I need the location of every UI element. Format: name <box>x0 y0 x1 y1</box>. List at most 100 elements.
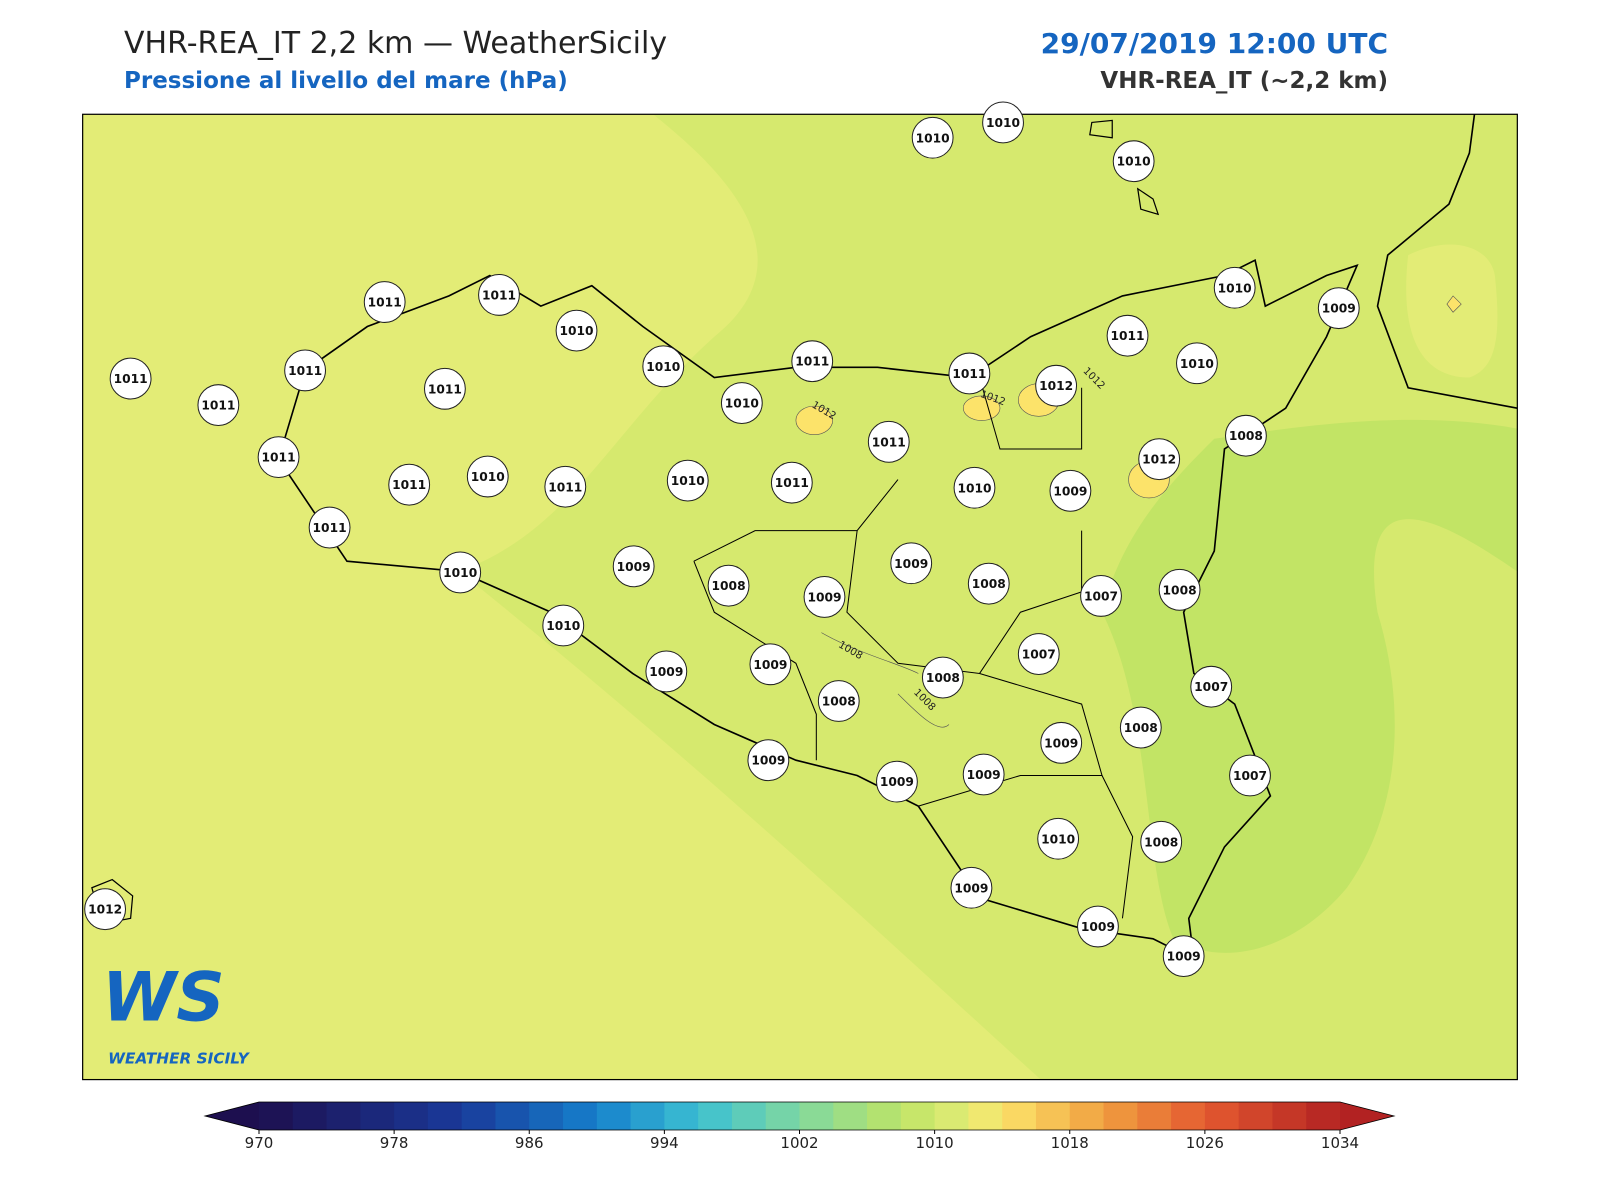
station-marker <box>791 340 834 383</box>
station-value: 1007 <box>1194 680 1228 694</box>
station-value: 1008 <box>1144 835 1178 849</box>
station-value: 1009 <box>1322 302 1356 316</box>
station-marker <box>1229 754 1271 797</box>
station-marker <box>867 420 910 463</box>
station-value: 1008 <box>1124 721 1158 735</box>
station-marker <box>803 576 846 618</box>
station-value: 1010 <box>646 360 680 374</box>
station-marker <box>1106 314 1149 357</box>
station-value: 1009 <box>617 560 651 574</box>
station-value: 1010 <box>1218 281 1252 295</box>
contour-high <box>795 405 833 435</box>
station-value: 1007 <box>1233 769 1267 783</box>
station-value: 1007 <box>1084 589 1118 603</box>
station-marker <box>439 551 482 594</box>
colorbar-bin <box>1238 1102 1273 1130</box>
colorbar-bin <box>292 1102 328 1130</box>
station-marker <box>1190 665 1233 708</box>
station-value: 1010 <box>671 474 705 488</box>
station-marker <box>911 116 954 159</box>
colorbar: 970 978 986 994 1002 1010 1018 1026 1034 <box>203 1101 1396 1152</box>
station-value: 1009 <box>649 665 683 679</box>
colorbar-bin <box>1035 1102 1071 1130</box>
station-marker <box>612 545 655 588</box>
subtitle: Pressione al livello del mare (hPa) <box>124 68 568 94</box>
station-value: 1011 <box>262 451 296 465</box>
station-value: 1011 <box>795 355 829 369</box>
colorbar-bin <box>1137 1102 1172 1130</box>
station-marker <box>720 382 763 424</box>
station-value: 1008 <box>1163 583 1197 597</box>
station-value: 1012 <box>1142 453 1176 467</box>
colorbar-bin <box>1306 1102 1341 1130</box>
station-marker <box>749 643 792 686</box>
station-value: 1011 <box>872 435 906 449</box>
model: VHR-REA_IT (~2,2 km) <box>1100 68 1388 94</box>
station-value: 1010 <box>443 566 477 580</box>
station-marker <box>478 273 520 316</box>
colorbar-tick-label: 1002 <box>780 1134 818 1152</box>
station-marker <box>1213 266 1256 309</box>
station-marker <box>197 384 240 427</box>
colorbar-bin <box>968 1102 1003 1130</box>
logo-text: WEATHER SICILY <box>108 1049 250 1067</box>
colorbar-bin <box>326 1102 361 1130</box>
colorbar-bin <box>698 1102 733 1130</box>
colorbar-bin <box>1171 1102 1206 1130</box>
station-marker <box>707 564 750 607</box>
station-marker <box>666 459 709 502</box>
station-marker <box>1176 342 1218 385</box>
station-value: 1011 <box>201 399 235 413</box>
station-marker <box>1080 574 1122 617</box>
colorbar-bin <box>1204 1102 1240 1130</box>
colorbar-bin <box>1069 1102 1105 1130</box>
station-value: 1010 <box>546 619 580 633</box>
station-marker <box>555 309 598 352</box>
station-marker <box>423 367 466 410</box>
station-value: 1007 <box>1022 648 1056 662</box>
station-value: 1011 <box>1111 329 1145 343</box>
station-marker <box>1112 140 1155 183</box>
station-marker <box>1040 721 1083 764</box>
colorbar-bin <box>563 1102 598 1130</box>
colorbar-bin <box>630 1102 665 1130</box>
colorbar-bin <box>867 1102 902 1130</box>
station-marker <box>542 604 585 647</box>
station-value: 1011 <box>548 480 582 494</box>
station-value: 1011 <box>428 382 462 396</box>
station-value: 1008 <box>1229 429 1263 443</box>
station-marker <box>642 345 685 388</box>
station-value: 1009 <box>880 775 914 789</box>
station-marker <box>544 465 587 508</box>
station-value: 1010 <box>471 470 505 484</box>
station-marker <box>308 506 351 549</box>
colorbar-bin <box>394 1102 429 1130</box>
colorbar-bin <box>427 1102 463 1130</box>
station-value: 1009 <box>894 557 928 571</box>
map-frame <box>82 113 1518 1081</box>
station-value: 1010 <box>559 324 593 338</box>
station-marker <box>817 680 860 722</box>
station-marker <box>1049 469 1092 512</box>
colorbar-bin <box>833 1102 868 1130</box>
station-value: 1011 <box>775 476 809 490</box>
logo-mark: WS <box>102 957 225 1036</box>
coastline <box>1376 114 1518 409</box>
station-marker <box>890 542 933 585</box>
station-marker <box>84 888 127 931</box>
colorbar-tick-label: 978 <box>380 1134 409 1152</box>
station-value: 1010 <box>1180 357 1214 371</box>
station-value: 1010 <box>1117 155 1151 169</box>
station-value: 1011 <box>392 478 426 492</box>
station-value: 1012 <box>1039 379 1073 393</box>
station-value: 1009 <box>807 590 841 604</box>
colorbar-bin <box>1002 1102 1037 1130</box>
station-value: 1009 <box>967 768 1001 782</box>
colorbar-bin <box>664 1102 699 1130</box>
station-marker <box>1140 820 1183 863</box>
station-value: 1008 <box>712 579 746 593</box>
station-marker <box>1158 568 1201 611</box>
colorbar-bin <box>900 1102 936 1130</box>
station-value: 1010 <box>916 131 950 145</box>
